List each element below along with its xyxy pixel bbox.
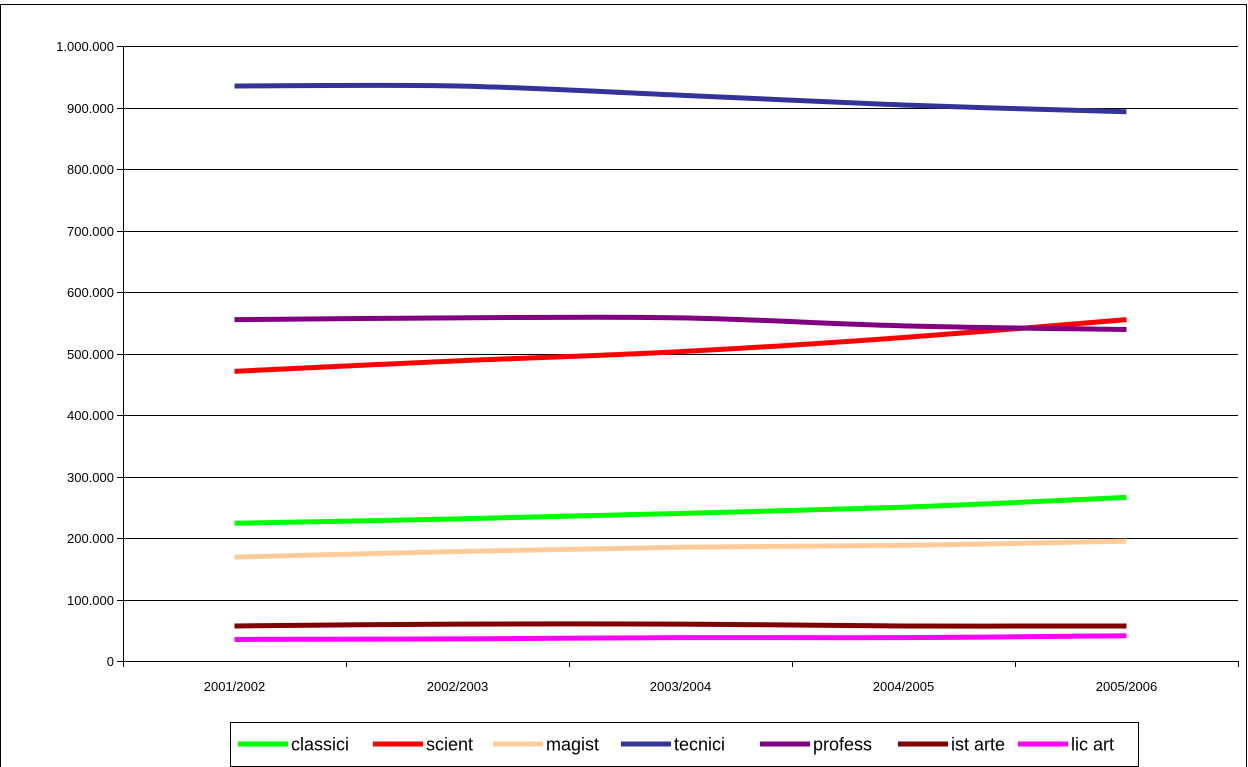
y-tick-label: 500.000: [67, 347, 114, 362]
legend-label-lic-art: lic art: [1071, 735, 1114, 755]
x-tick-label: 2003/2004: [650, 679, 711, 694]
legend-label-tecnici: tecnici: [674, 735, 725, 755]
legend-label-classici: classici: [291, 735, 349, 755]
y-tick-label: 600.000: [67, 285, 114, 300]
y-tick-label: 1.000.000: [56, 39, 114, 54]
gridlines: [123, 46, 1238, 601]
x-tick-label: 2005/2006: [1096, 679, 1157, 694]
y-tick-label: 400.000: [67, 408, 114, 423]
legend-label-magist: magist: [546, 735, 599, 755]
y-tick-label: 300.000: [67, 470, 114, 485]
y-tick-label: 0: [107, 654, 114, 669]
series-line-classici: [234, 494, 1127, 526]
y-tick-label: 900.000: [67, 101, 114, 116]
legend-label-ist-arte: ist arte: [951, 735, 1005, 755]
series-line-lic-art: [234, 633, 1127, 642]
x-tick-label: 2001/2002: [204, 679, 265, 694]
chart-frame: [0, 4, 1247, 767]
legend: classici scient magist tecnici profess ist ar…: [230, 722, 1139, 767]
series-line-magist: [234, 538, 1127, 560]
legend-label-profess: profess: [813, 735, 872, 755]
axes: [117, 46, 1239, 667]
y-tick-label: 800.000: [67, 162, 114, 177]
legend-label-scient: scient: [426, 735, 473, 755]
series-line-tecnici: [234, 82, 1127, 115]
x-tick-label: 2002/2003: [427, 679, 488, 694]
series-line-scient: [234, 317, 1127, 374]
y-tick-label: 100.000: [67, 593, 114, 608]
y-tick-label: 700.000: [67, 224, 114, 239]
tick-labels: 0 100.000 200.000 300.000 400.000 500.000 600.…: [56, 39, 1157, 694]
series-line-profess: [234, 314, 1127, 333]
series-line-ist-arte: [234, 621, 1127, 629]
x-tick-label: 2004/2005: [873, 679, 934, 694]
y-tick-label: 200.000: [67, 531, 114, 546]
series-lines: [234, 82, 1127, 642]
